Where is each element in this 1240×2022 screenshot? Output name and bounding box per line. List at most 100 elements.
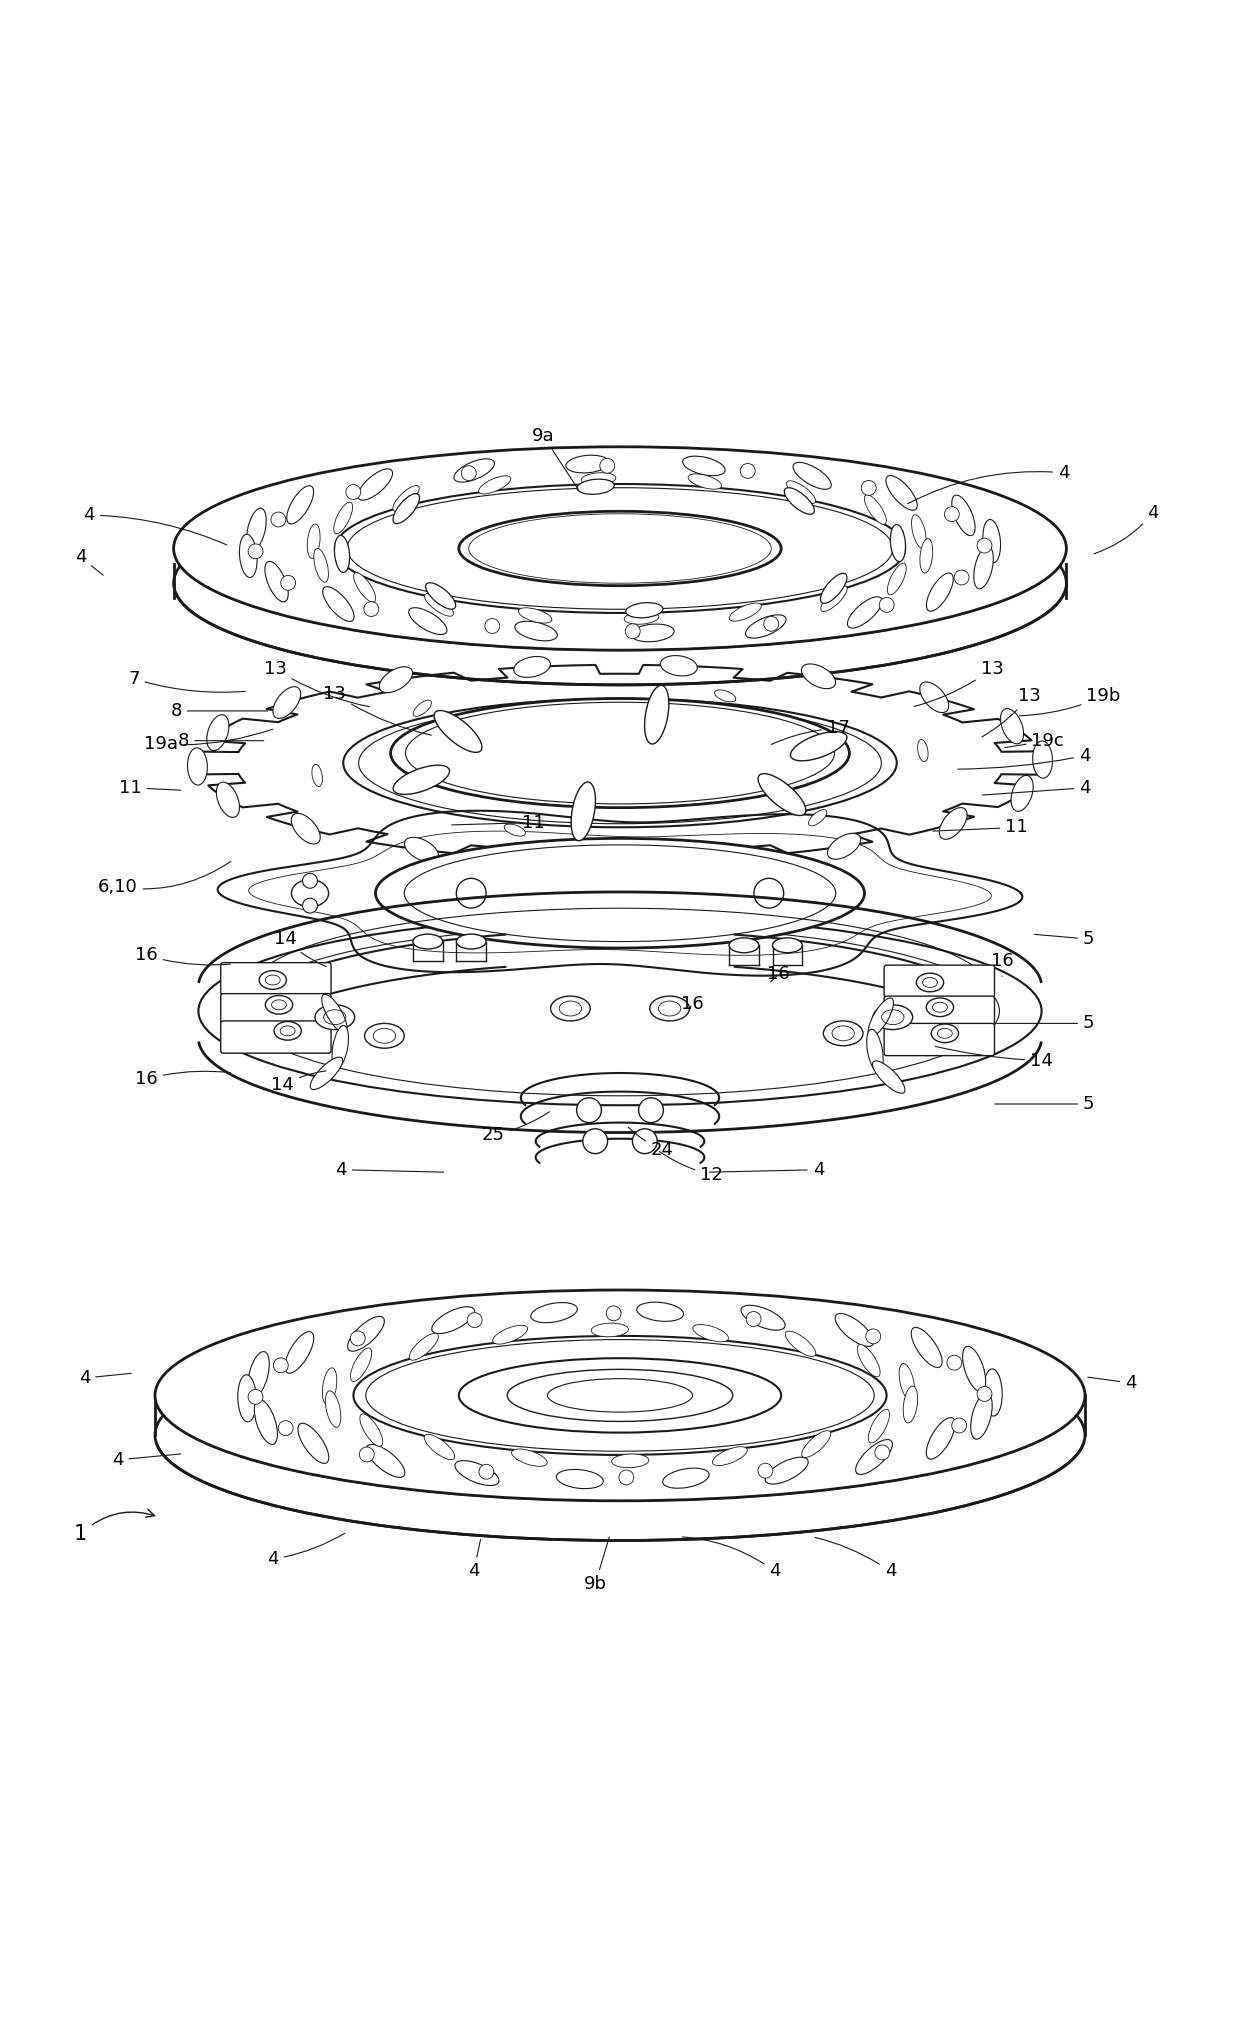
Ellipse shape bbox=[273, 687, 300, 718]
Ellipse shape bbox=[515, 621, 557, 641]
FancyBboxPatch shape bbox=[221, 1021, 331, 1053]
Ellipse shape bbox=[577, 479, 614, 493]
Text: 9b: 9b bbox=[584, 1537, 609, 1593]
Ellipse shape bbox=[265, 562, 288, 603]
Ellipse shape bbox=[611, 1454, 649, 1468]
Ellipse shape bbox=[903, 1385, 918, 1423]
Ellipse shape bbox=[456, 934, 486, 948]
Circle shape bbox=[619, 1470, 634, 1484]
Ellipse shape bbox=[507, 1369, 733, 1421]
Ellipse shape bbox=[379, 667, 413, 694]
Ellipse shape bbox=[543, 849, 579, 869]
Text: 6,10: 6,10 bbox=[98, 861, 231, 896]
Text: 4: 4 bbox=[267, 1533, 345, 1569]
Ellipse shape bbox=[280, 1025, 295, 1035]
Text: 13: 13 bbox=[324, 685, 432, 736]
Ellipse shape bbox=[322, 586, 355, 621]
Text: 19a: 19a bbox=[144, 730, 273, 754]
Ellipse shape bbox=[424, 592, 454, 617]
Ellipse shape bbox=[867, 1029, 883, 1072]
Ellipse shape bbox=[742, 1306, 785, 1330]
Text: 5: 5 bbox=[994, 1015, 1095, 1033]
Ellipse shape bbox=[312, 764, 322, 787]
Ellipse shape bbox=[713, 1446, 748, 1466]
Ellipse shape bbox=[187, 748, 207, 785]
Ellipse shape bbox=[626, 603, 663, 619]
Circle shape bbox=[577, 1098, 601, 1122]
Ellipse shape bbox=[308, 524, 320, 558]
Circle shape bbox=[303, 874, 317, 888]
Ellipse shape bbox=[347, 1316, 384, 1351]
Text: 4: 4 bbox=[112, 1452, 181, 1468]
Circle shape bbox=[600, 459, 615, 473]
Text: 4: 4 bbox=[908, 463, 1070, 503]
Ellipse shape bbox=[847, 596, 882, 629]
Ellipse shape bbox=[321, 995, 347, 1033]
Circle shape bbox=[479, 1464, 494, 1480]
Ellipse shape bbox=[572, 783, 595, 841]
Ellipse shape bbox=[923, 977, 937, 987]
Circle shape bbox=[625, 623, 640, 639]
Ellipse shape bbox=[358, 469, 393, 499]
Ellipse shape bbox=[265, 995, 293, 1015]
Ellipse shape bbox=[413, 934, 443, 948]
Ellipse shape bbox=[931, 1023, 959, 1043]
Ellipse shape bbox=[689, 849, 727, 869]
Ellipse shape bbox=[802, 1432, 831, 1458]
Ellipse shape bbox=[885, 475, 918, 510]
Ellipse shape bbox=[785, 487, 815, 514]
Ellipse shape bbox=[557, 1470, 604, 1488]
Ellipse shape bbox=[1001, 708, 1023, 744]
Circle shape bbox=[485, 619, 500, 633]
FancyBboxPatch shape bbox=[221, 993, 331, 1025]
Circle shape bbox=[248, 544, 263, 558]
Ellipse shape bbox=[531, 1302, 578, 1322]
Circle shape bbox=[360, 1448, 374, 1462]
Circle shape bbox=[632, 1128, 657, 1155]
Ellipse shape bbox=[248, 1351, 269, 1397]
Text: 5: 5 bbox=[1034, 930, 1095, 948]
Ellipse shape bbox=[351, 1349, 372, 1381]
Ellipse shape bbox=[971, 1393, 992, 1440]
Circle shape bbox=[606, 1306, 621, 1320]
Ellipse shape bbox=[291, 813, 320, 843]
Ellipse shape bbox=[459, 1359, 781, 1434]
Text: 9a: 9a bbox=[532, 427, 579, 491]
Text: 4: 4 bbox=[982, 778, 1091, 797]
Text: 25: 25 bbox=[482, 1112, 549, 1144]
Circle shape bbox=[879, 596, 894, 613]
Ellipse shape bbox=[823, 1021, 863, 1045]
Ellipse shape bbox=[808, 809, 827, 825]
Ellipse shape bbox=[565, 455, 609, 473]
Text: 11: 11 bbox=[119, 778, 181, 797]
Ellipse shape bbox=[347, 487, 893, 609]
Ellipse shape bbox=[868, 999, 894, 1037]
Ellipse shape bbox=[773, 938, 802, 952]
Text: 4: 4 bbox=[957, 746, 1091, 768]
Ellipse shape bbox=[962, 1347, 986, 1391]
Text: 4: 4 bbox=[467, 1539, 481, 1581]
Text: 14: 14 bbox=[274, 930, 326, 967]
Circle shape bbox=[947, 1355, 962, 1371]
Text: 4: 4 bbox=[682, 1537, 781, 1581]
Ellipse shape bbox=[298, 1423, 329, 1464]
Text: 4: 4 bbox=[815, 1537, 897, 1581]
FancyBboxPatch shape bbox=[884, 1023, 994, 1055]
Ellipse shape bbox=[973, 546, 993, 588]
Ellipse shape bbox=[801, 663, 836, 690]
Ellipse shape bbox=[432, 1306, 475, 1335]
Ellipse shape bbox=[582, 473, 616, 485]
Ellipse shape bbox=[786, 481, 816, 503]
Text: 4: 4 bbox=[335, 1161, 444, 1179]
Ellipse shape bbox=[926, 1417, 955, 1460]
Ellipse shape bbox=[315, 1005, 355, 1029]
Text: 16: 16 bbox=[991, 952, 1013, 977]
Text: 4: 4 bbox=[1087, 1375, 1137, 1391]
Ellipse shape bbox=[688, 473, 722, 489]
Ellipse shape bbox=[591, 1322, 629, 1337]
Ellipse shape bbox=[272, 999, 286, 1009]
Ellipse shape bbox=[827, 833, 861, 859]
Ellipse shape bbox=[714, 690, 735, 702]
Circle shape bbox=[866, 1328, 880, 1345]
Ellipse shape bbox=[291, 880, 329, 906]
